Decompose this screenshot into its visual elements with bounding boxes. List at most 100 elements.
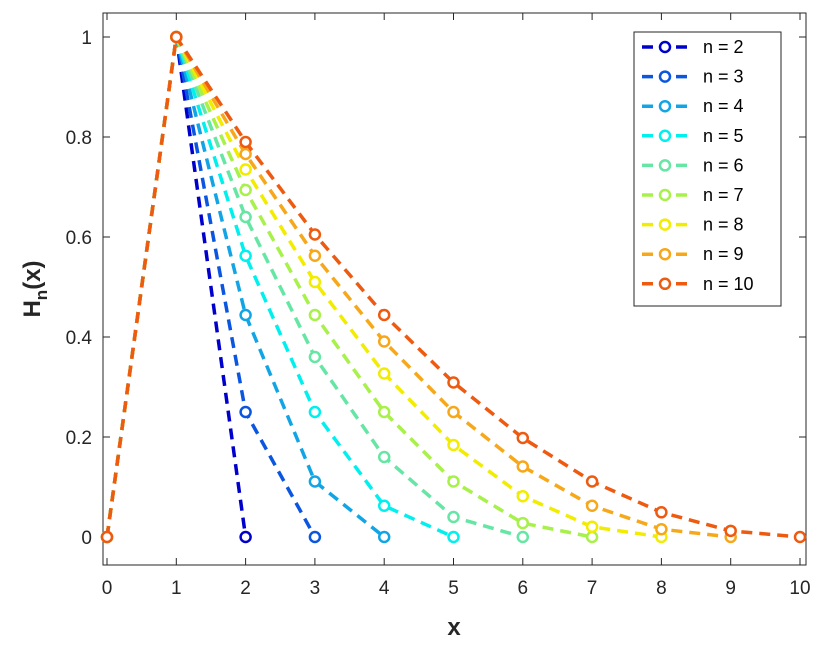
data-point xyxy=(239,135,252,149)
legend-swatch-marker xyxy=(658,40,672,54)
y-tick-label: 0.4 xyxy=(66,328,93,349)
legend-swatch-marker xyxy=(658,247,672,261)
series xyxy=(100,30,807,544)
data-point xyxy=(793,530,807,544)
legend-label: n = 6 xyxy=(703,155,744,175)
legend-entry: n = 6 xyxy=(642,155,744,175)
data-point xyxy=(308,275,322,289)
x-tick-label: 5 xyxy=(448,578,459,599)
series-line xyxy=(105,31,731,539)
data-point xyxy=(377,530,391,544)
legend-swatch-marker xyxy=(658,99,672,113)
x-tick-label: 2 xyxy=(240,578,251,599)
data-point xyxy=(516,431,530,445)
data-point xyxy=(585,530,599,544)
data-point xyxy=(447,376,460,389)
data-point xyxy=(516,516,530,530)
data-point xyxy=(239,249,252,262)
data-point xyxy=(447,530,460,544)
x-tick-label: 9 xyxy=(725,578,736,599)
axis-ticks xyxy=(103,13,806,565)
legend-swatch-marker xyxy=(658,218,672,231)
legend-swatch-marker xyxy=(658,277,672,291)
legend-box xyxy=(633,31,782,307)
data-point xyxy=(377,335,391,348)
data-point xyxy=(585,499,599,512)
legend-label: n = 7 xyxy=(703,185,744,205)
data-point xyxy=(239,147,252,161)
legend-label: n = 9 xyxy=(703,244,744,264)
x-tick-label: 4 xyxy=(379,578,390,599)
legend-entry: n = 10 xyxy=(642,274,754,294)
legend-label: n = 3 xyxy=(703,67,744,87)
data-point xyxy=(377,450,391,464)
data-point xyxy=(655,522,668,536)
legend-label: n = 2 xyxy=(703,37,744,57)
data-point xyxy=(308,405,322,419)
y-tick-label: 0 xyxy=(81,528,92,549)
y-tick-label: 0.2 xyxy=(66,428,92,449)
data-point xyxy=(516,530,530,544)
x-tick-label: 1 xyxy=(171,578,182,599)
data-point xyxy=(377,308,391,322)
y-tick-labels: 0 0.2 0.4 0.6 0.8 1 xyxy=(66,28,93,549)
legend-entry: n = 9 xyxy=(642,244,744,264)
data-point xyxy=(447,475,460,488)
x-tick-label: 10 xyxy=(789,578,810,599)
data-point xyxy=(239,405,252,419)
x-tick-label: 6 xyxy=(518,578,529,599)
legend: n = 2 n = 3 n = 4 n = 5 n = 6 n = 7 n = 8 n = 9… xyxy=(633,31,782,307)
data-point xyxy=(447,438,460,452)
x-axis-label: x xyxy=(447,614,461,641)
legend-entry: n = 4 xyxy=(642,96,744,116)
data-point xyxy=(516,460,530,473)
y-axis-label-main: H xyxy=(19,300,46,317)
x-tick-label: 3 xyxy=(310,578,321,599)
data-point xyxy=(308,308,322,322)
data-point xyxy=(100,530,114,544)
legend-swatch-marker xyxy=(658,188,672,202)
data-point xyxy=(308,475,322,488)
legend-label: n = 4 xyxy=(703,96,744,116)
x-tick-labels: 0 1 2 3 4 5 6 7 8 9 10 xyxy=(102,578,811,599)
data-point xyxy=(239,530,252,544)
y-tick-label: 0.8 xyxy=(66,128,92,149)
y-axis-label: Hn(x) xyxy=(19,260,51,317)
data-point xyxy=(447,510,460,524)
data-point xyxy=(377,405,391,419)
legend-label: n = 5 xyxy=(703,126,744,146)
data-point xyxy=(308,249,322,262)
data-point xyxy=(239,210,252,224)
data-point xyxy=(585,520,599,534)
legend-entry: n = 5 xyxy=(642,126,744,146)
legend-swatch-marker xyxy=(658,129,672,143)
x-tick-label: 8 xyxy=(656,578,667,599)
legend-label: n = 8 xyxy=(703,215,744,235)
y-axis-label-subscript: n xyxy=(32,290,51,300)
data-point xyxy=(585,475,599,488)
legend-swatch-marker xyxy=(658,159,672,172)
data-point xyxy=(447,405,460,419)
data-point xyxy=(724,524,737,538)
y-tick-label: 0.6 xyxy=(66,228,92,249)
data-point xyxy=(377,367,391,380)
legend-entry: n = 3 xyxy=(642,67,744,87)
data-point xyxy=(377,499,391,512)
y-axis-label-tail: (x) xyxy=(19,260,46,289)
x-tick-label: 7 xyxy=(587,578,598,599)
data-point xyxy=(308,530,322,544)
data-point xyxy=(239,308,252,322)
data-point xyxy=(239,183,252,197)
data-point xyxy=(239,163,252,176)
legend-entry: n = 8 xyxy=(642,215,744,235)
legend-entry: n = 2 xyxy=(642,37,744,57)
data-point xyxy=(516,489,530,503)
x-tick-label: 0 xyxy=(102,578,113,599)
data-point xyxy=(308,350,322,364)
legend-swatch-marker xyxy=(658,70,672,83)
legend-label: n = 10 xyxy=(703,274,754,294)
legend-entry: n = 7 xyxy=(642,185,744,205)
series-group xyxy=(100,30,807,544)
data-point xyxy=(308,228,322,241)
